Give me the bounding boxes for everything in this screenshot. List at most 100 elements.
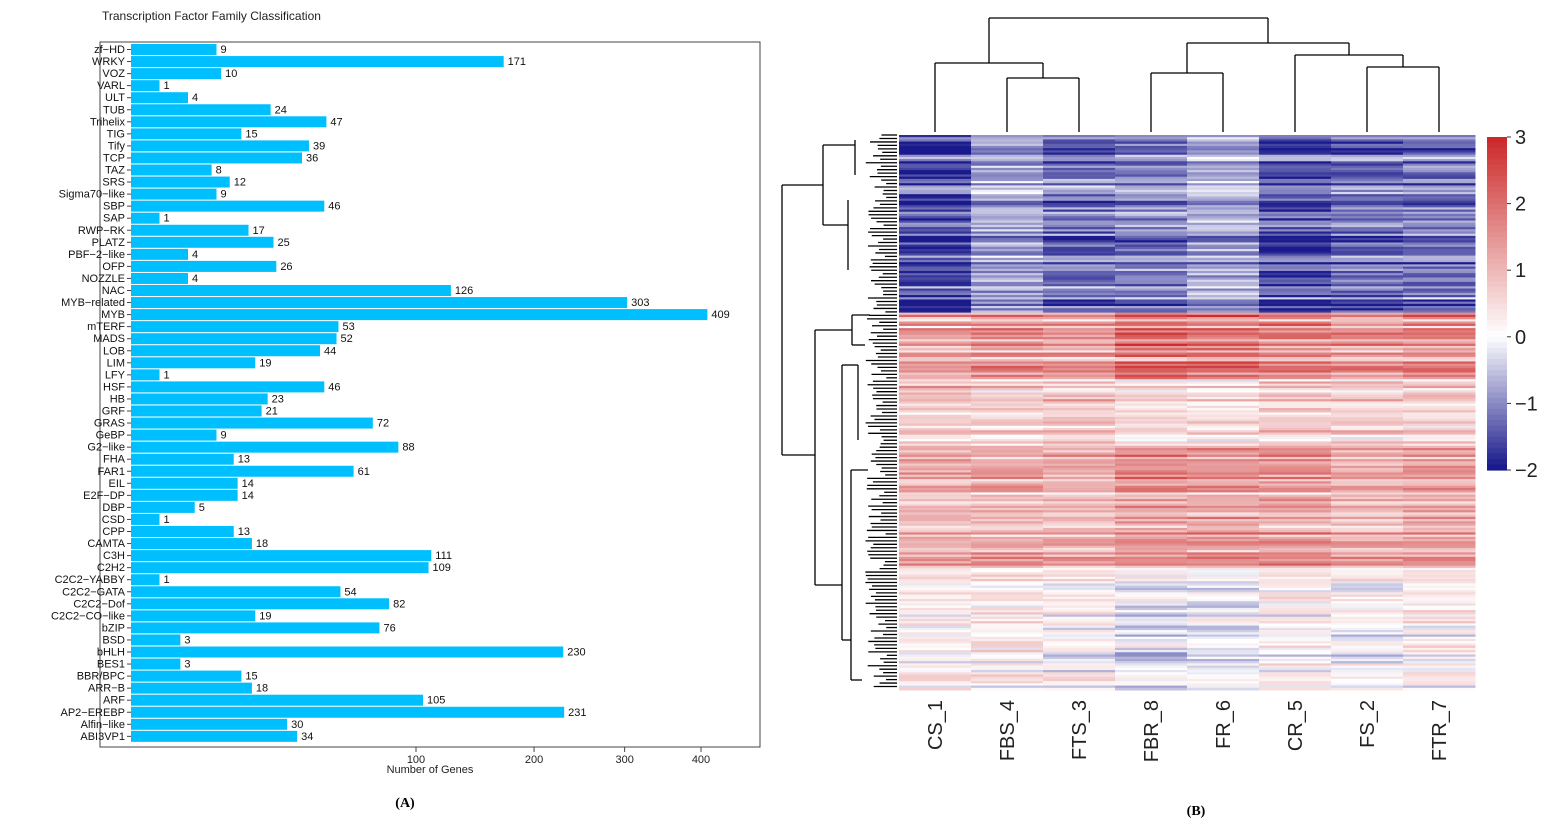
heatmap-cell — [1115, 317, 1188, 320]
category-label: PBF−2−like — [68, 249, 125, 261]
heatmap-cell — [1043, 183, 1116, 186]
heatmap-cell — [899, 499, 972, 502]
category-label: C2C2−GATA — [62, 586, 126, 598]
heatmap-cell — [899, 172, 972, 175]
heatmap-cell — [1403, 238, 1476, 241]
heatmap-cell — [1043, 563, 1116, 567]
heatmap-cell — [971, 165, 1044, 169]
heatmap-cell — [1403, 405, 1476, 409]
heatmap-cell — [1187, 183, 1260, 186]
heatmap-cell — [1259, 532, 1332, 536]
heatmap-cell — [1043, 392, 1116, 396]
heatmap-cell — [1403, 286, 1476, 289]
heatmap-cell — [899, 416, 972, 420]
heatmap-cell — [1403, 587, 1476, 591]
heatmap-cell — [1259, 647, 1332, 651]
heatmap-cell — [971, 490, 1044, 493]
heatmap-cell — [1043, 170, 1116, 173]
heatmap-cell — [971, 372, 1044, 376]
heatmap-cell — [1115, 319, 1188, 322]
heatmap-cell — [899, 463, 972, 467]
heatmap-cell — [1043, 200, 1116, 204]
heatmap-cell — [1115, 468, 1188, 471]
heatmap-cell — [1115, 505, 1188, 509]
heatmap-cell — [1115, 681, 1188, 684]
heatmap-cells — [899, 135, 1476, 691]
heatmap-cell — [1403, 339, 1476, 342]
heatmap-cell — [1115, 235, 1188, 239]
heatmap-cell — [971, 354, 1044, 358]
heatmap-cell — [1187, 392, 1260, 396]
heatmap-cell — [1115, 372, 1188, 376]
heatmap-cell — [1187, 408, 1260, 411]
heatmap-cell — [899, 527, 972, 531]
heatmap-cell — [1187, 270, 1260, 274]
heatmap-cell — [899, 211, 972, 215]
heatmap-cell — [1115, 454, 1188, 458]
bar-c2c2-gata — [131, 586, 341, 598]
heatmap-cell — [971, 472, 1044, 476]
heatmap-cell — [1403, 530, 1476, 533]
heatmap-cell — [899, 392, 972, 396]
heatmap-cell — [1187, 483, 1260, 487]
heatmap-cell — [1043, 485, 1116, 489]
heatmap-cell — [1403, 512, 1476, 516]
heatmap-cell — [1331, 233, 1404, 237]
category-label: RWP−RK — [78, 225, 126, 237]
heatmap-cell — [1115, 308, 1188, 311]
heatmap-cell — [1259, 641, 1332, 644]
heatmap-cell — [899, 348, 972, 351]
heatmap-cell — [899, 425, 972, 429]
heatmap-cell — [1187, 434, 1260, 438]
heatmap-cell — [1331, 490, 1404, 493]
heatmap-cell — [1115, 598, 1188, 602]
heatmap-cell — [1115, 176, 1188, 180]
heatmap-cell — [1115, 532, 1188, 536]
heatmap-cell — [1403, 632, 1476, 635]
heatmap-cell — [1187, 654, 1260, 658]
heatmap-cell — [1043, 507, 1116, 511]
heatmap-cell — [899, 574, 972, 578]
legend-swatch — [1487, 248, 1507, 255]
heatmap-cell — [1187, 365, 1260, 369]
heatmap-cell — [1043, 156, 1116, 160]
heatmap-cell — [1043, 534, 1116, 538]
heatmap-cell — [1259, 683, 1332, 687]
heatmap-cell — [1187, 259, 1260, 263]
heatmap-cell — [899, 470, 972, 473]
heatmap-cell — [971, 218, 1044, 222]
heatmap-cell — [1259, 227, 1332, 230]
heatmap-cell — [1331, 139, 1404, 143]
heatmap-cell — [1259, 552, 1332, 556]
heatmap-cell — [899, 345, 972, 349]
value-label: 1 — [164, 369, 170, 381]
heatmap-cell — [1043, 319, 1116, 322]
heatmap-cell — [1187, 647, 1260, 651]
heatmap-cell — [1043, 521, 1116, 524]
heatmap-cell — [971, 425, 1044, 429]
heatmap-cell — [899, 434, 972, 438]
heatmap-cell — [1115, 161, 1188, 165]
heatmap-cell — [971, 211, 1044, 215]
heatmap-cell — [1403, 536, 1476, 540]
heatmap-cell — [1259, 614, 1332, 618]
heatmap-cell — [1259, 161, 1332, 165]
heatmap-cell — [1187, 614, 1260, 618]
heatmap-cell — [1259, 423, 1332, 427]
value-label: 126 — [455, 285, 473, 297]
heatmap-cell — [1187, 238, 1260, 241]
heatmap-cell — [1187, 334, 1260, 338]
heatmap-cell — [1259, 527, 1332, 531]
heatmap-cell — [1259, 632, 1332, 635]
heatmap-cell — [1187, 632, 1260, 635]
heatmap-cell — [1043, 172, 1116, 175]
heatmap-cell — [1331, 270, 1404, 274]
heatmap-cell — [1043, 222, 1116, 226]
heatmap-cell — [1331, 148, 1404, 151]
heatmap-cell — [1331, 603, 1404, 607]
heatmap-cell — [1043, 443, 1116, 447]
heatmap-cell — [1043, 381, 1116, 385]
heatmap-cell — [1403, 550, 1476, 553]
heatmap-cell — [1187, 266, 1260, 270]
heatmap-cell — [971, 152, 1044, 156]
